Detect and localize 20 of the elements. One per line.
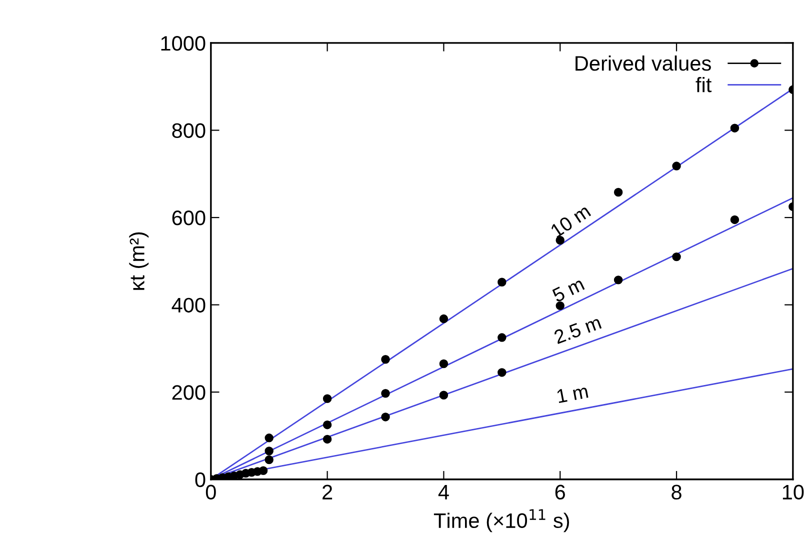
x-axis-title: Time (×10$^{11}$ s) (434, 509, 570, 532)
x-tick-label: 10 (782, 484, 804, 500)
x-tick-label: 6 (555, 484, 565, 500)
y-tick-label: 600 (172, 210, 206, 226)
annotation: 5 m (552, 277, 585, 303)
annotation: 10 m (550, 204, 592, 238)
y-tick-label: 400 (172, 298, 206, 313)
y-tick-label: 200 (172, 385, 206, 400)
x-tick-label: 0 (206, 484, 216, 500)
y-tick-label: 0 (195, 472, 206, 488)
legend-label: Derived values (576, 55, 711, 71)
legend-label: fit (696, 76, 712, 92)
y-tick-label: 800 (172, 123, 206, 138)
x-tick-label: 8 (672, 484, 682, 500)
y-tick-label: 1000 (161, 36, 206, 51)
x-tick-label: 4 (438, 484, 449, 500)
annotation: 2.5 m (553, 315, 602, 344)
x-tick-label: 2 (322, 484, 332, 500)
y-axis-title: κt (m²) (129, 232, 149, 290)
annotation: 1 m (556, 384, 588, 404)
